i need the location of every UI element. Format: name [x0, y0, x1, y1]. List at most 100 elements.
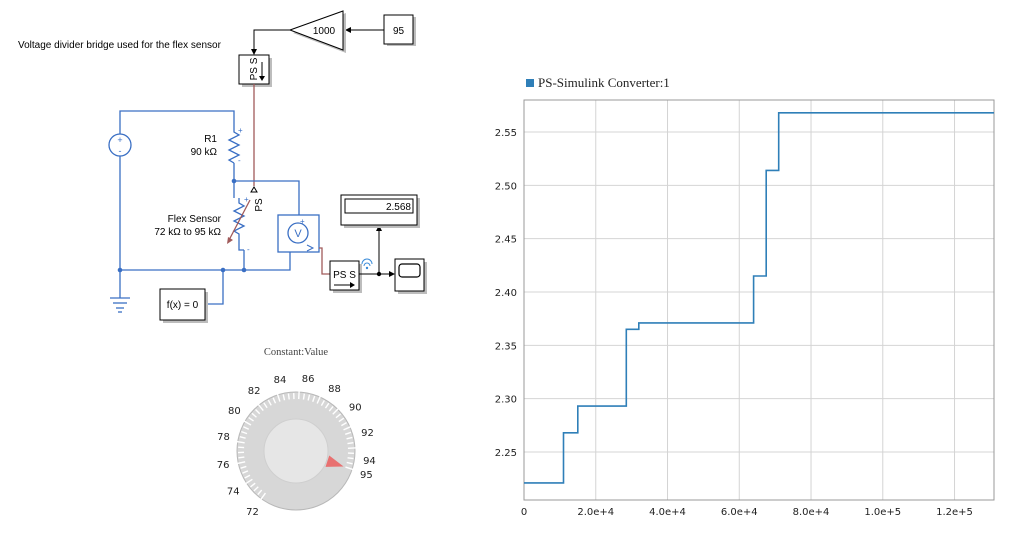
- knob-tick: [312, 395, 316, 402]
- knob-tick: [238, 456, 245, 459]
- knob-tick: [276, 392, 281, 402]
- knob-title: Constant:Value: [264, 347, 328, 358]
- knob-scale-label: 72: [246, 507, 259, 518]
- knob-tick: [272, 397, 277, 404]
- vs-plus: +: [300, 217, 305, 226]
- knob-tick: [240, 465, 247, 469]
- knob-scale-label: 74: [227, 486, 240, 497]
- solver-label: f(x) = 0: [167, 300, 199, 311]
- knob-tick: [236, 461, 246, 465]
- flex-name: Flex Sensor: [168, 214, 222, 225]
- knob-tick: [243, 426, 250, 430]
- knob-scale-label: 94: [363, 456, 376, 467]
- chart-title: PS-Simulink Converter:1: [538, 75, 670, 90]
- knob-scale-label: 88: [328, 384, 341, 395]
- ps-simulink-converter[interactable]: PS S: [329, 260, 362, 293]
- solver-configuration-block[interactable]: f(x) = 0: [159, 288, 208, 323]
- knob-tick: [244, 474, 251, 479]
- knob-tick: [242, 470, 249, 474]
- plot-area: [523, 99, 995, 501]
- scope-icon: [398, 263, 421, 278]
- knob-tick: [324, 402, 330, 409]
- knob-scale-label: 76: [217, 460, 230, 471]
- knob-tick: [244, 478, 253, 485]
- knob-scale-label: 92: [361, 428, 374, 439]
- knob-tick: [242, 419, 252, 426]
- flex-plus: +: [244, 195, 249, 204]
- knob-tick: [267, 399, 272, 406]
- knob-scale-label: 78: [217, 432, 230, 443]
- gain-block[interactable]: 1000: [288, 10, 346, 53]
- scope-block[interactable]: [394, 258, 427, 294]
- y-tick-label: 2.55: [495, 128, 517, 139]
- knob-scale-label: 80: [228, 406, 241, 417]
- knob-tick: [250, 482, 256, 488]
- knob-tick: [347, 441, 354, 445]
- converter-label: PS S: [333, 270, 356, 281]
- knob-scale-label: 84: [274, 375, 287, 386]
- x-tick-label: 6.0e+4: [721, 507, 758, 518]
- knob-tick: [347, 457, 354, 460]
- simulink-ps-converter[interactable]: PS S: [238, 54, 272, 87]
- r1-plus: +: [238, 126, 243, 135]
- x-tick-label: 1.0e+5: [864, 507, 901, 518]
- knob-tick: [335, 413, 342, 419]
- x-tick-label: 0: [521, 507, 527, 518]
- voltage-source[interactable]: + -: [108, 133, 132, 157]
- knob-tick: [345, 466, 355, 471]
- constant-value: 95: [393, 26, 405, 37]
- knob-tick: [328, 405, 334, 412]
- knob-scale-label: 90: [349, 403, 362, 414]
- legend-swatch: [526, 79, 534, 87]
- knob-scale-label: 95: [360, 470, 373, 481]
- ps-port-label: PS: [254, 198, 265, 212]
- knob-pointer: [325, 455, 344, 467]
- y-tick-label: 2.35: [495, 341, 517, 352]
- resistor-r1[interactable]: + -: [227, 126, 243, 165]
- flex-minus: -: [247, 245, 250, 254]
- y-tick-label: 2.40: [495, 288, 517, 299]
- display-block[interactable]: 2.568: [340, 194, 420, 228]
- signal-logging-icon: [361, 258, 373, 270]
- knob-tick: [287, 393, 290, 400]
- knob-scale-label: 86: [302, 374, 315, 385]
- knob-tick: [341, 422, 347, 427]
- source-minus: -: [119, 146, 122, 156]
- knob-tick: [338, 417, 345, 423]
- y-tick-label: 2.45: [495, 235, 517, 246]
- constant-block[interactable]: 95: [383, 14, 416, 46]
- knob-tick: [346, 461, 353, 465]
- scope-chart: PS-Simulink Converter:1 0 2.0e+4 4.0e+4 6.0…: [495, 75, 995, 518]
- knob-tick: [343, 425, 353, 431]
- r1-value: 90 kΩ: [191, 147, 218, 158]
- knob-tick: [332, 407, 340, 415]
- knob-tick: [251, 412, 257, 418]
- y-tick-label: 2.25: [495, 448, 517, 459]
- knob-tick: [241, 430, 248, 435]
- gain-value: 1000: [313, 26, 336, 37]
- flex-sensor-resistor[interactable]: + -: [227, 195, 251, 254]
- knob-tick: [235, 440, 245, 444]
- diagram-title: Voltage divider bridge used for the flex…: [18, 40, 222, 51]
- knob-dial[interactable]: 72 74 76 78 80 82 84 86 88 90 92 94 95: [217, 374, 376, 518]
- knob-tick: [259, 492, 267, 501]
- r1-name: R1: [204, 134, 217, 145]
- voltmeter-label: V: [294, 228, 302, 240]
- knob-tick: [239, 436, 246, 439]
- ground-icon[interactable]: [110, 297, 130, 313]
- knob-tick: [345, 431, 352, 435]
- knob-tick: [307, 394, 311, 401]
- knob-tick: [257, 403, 264, 412]
- knob-tick: [346, 436, 353, 440]
- knob-tick: [282, 394, 286, 401]
- flex-range: 72 kΩ to 95 kΩ: [154, 227, 221, 238]
- ps-s-label: PS S: [249, 57, 260, 80]
- x-tick-label: 1.2e+5: [936, 507, 973, 518]
- display-value: 2.568: [386, 202, 411, 213]
- knob-cap[interactable]: [263, 418, 329, 484]
- voltage-sensor-block[interactable]: +: [277, 214, 320, 253]
- series-line: [524, 112, 994, 484]
- knob-tick: [320, 400, 325, 406]
- x-tick-label: 2.0e+4: [577, 507, 614, 518]
